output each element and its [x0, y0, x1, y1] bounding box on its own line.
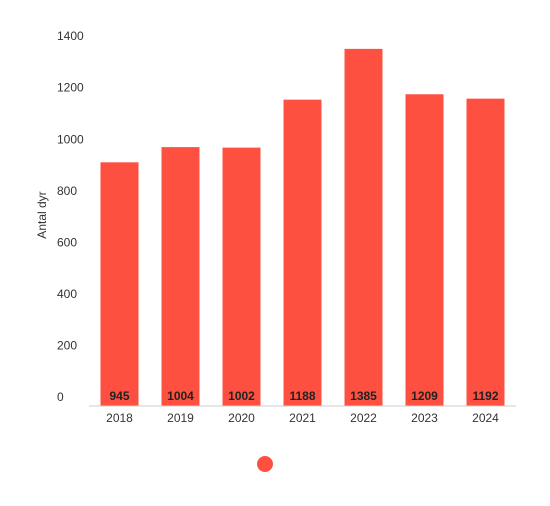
bar: [405, 94, 444, 406]
x-tick-label: 2019: [167, 411, 194, 425]
value-label: 1002: [228, 389, 255, 403]
value-label: 1188: [289, 389, 315, 403]
bar: [283, 99, 322, 406]
bar: [466, 98, 505, 407]
bar: [222, 147, 261, 406]
y-tick-label: 0: [57, 390, 64, 404]
y-axis-label: Antal dyr: [35, 191, 49, 238]
y-tick-label: 800: [57, 184, 77, 198]
y-tick-label: 200: [57, 339, 77, 353]
y-tick-label: 600: [57, 235, 77, 249]
value-label: 945: [109, 389, 129, 403]
x-tick-label: 2020: [228, 411, 255, 425]
value-label: 1385: [350, 389, 377, 403]
x-tick-label: 2021: [289, 411, 316, 425]
bar: [100, 162, 139, 406]
value-label: 1192: [472, 389, 498, 403]
x-tick-label: 2022: [350, 411, 377, 425]
bar: [344, 48, 383, 406]
y-tick-label: 1000: [57, 132, 84, 146]
y-tick-label: 1200: [57, 81, 84, 95]
y-tick-label: 400: [57, 287, 77, 301]
value-label: 1004: [167, 389, 194, 403]
x-tick-label: 2018: [106, 411, 133, 425]
x-tick-label: 2023: [411, 411, 438, 425]
legend-marker: [257, 456, 273, 472]
x-tick-label: 2024: [472, 411, 499, 425]
bar: [161, 147, 200, 406]
value-label: 1209: [411, 389, 438, 403]
y-tick-label: 1400: [57, 29, 84, 43]
